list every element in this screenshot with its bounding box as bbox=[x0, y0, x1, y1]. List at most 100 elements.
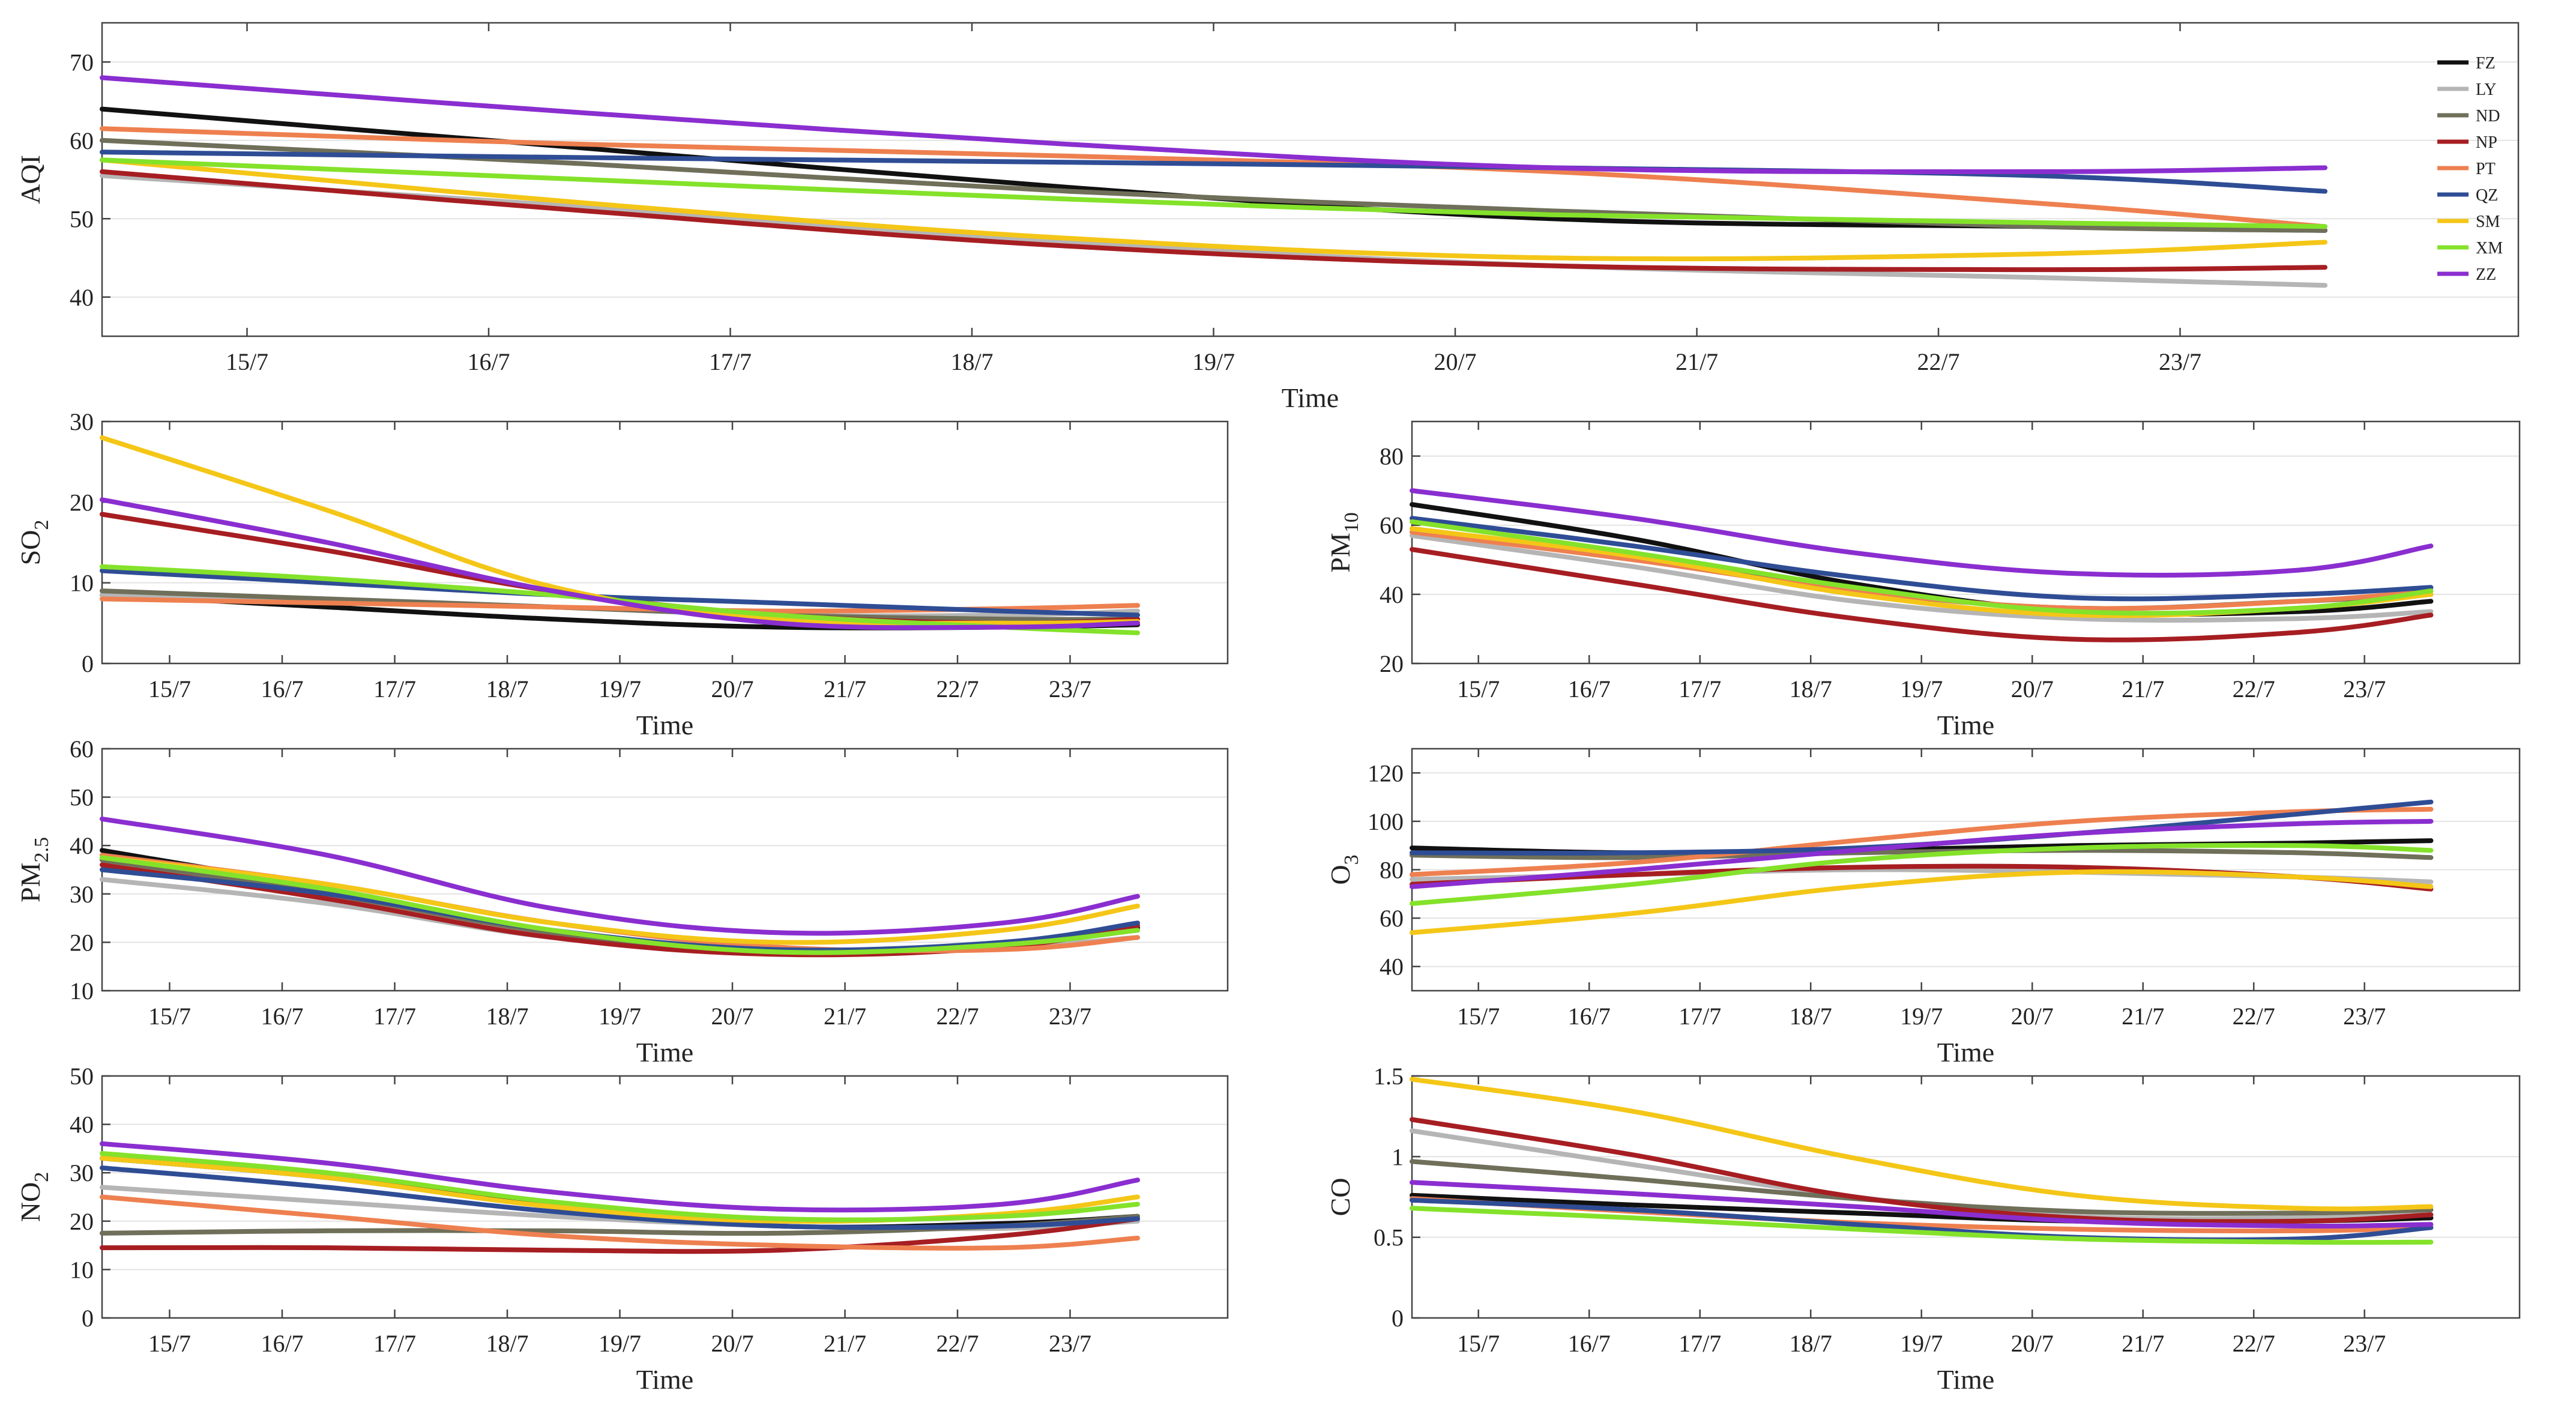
so2-xtick-label: 18/7 bbox=[486, 675, 528, 702]
pm10-xtick-label: 20/7 bbox=[2011, 675, 2054, 702]
o3-ytick-label: 40 bbox=[1380, 953, 1404, 980]
co-xtick-label: 22/7 bbox=[2233, 1330, 2275, 1357]
no2-xtick-label: 18/7 bbox=[486, 1330, 528, 1357]
pm10-ylabel: PM10 bbox=[1325, 512, 1363, 572]
o3-xtick-label: 20/7 bbox=[2011, 1003, 2054, 1030]
no2-xtick-label: 23/7 bbox=[1049, 1330, 1091, 1357]
no2-xtick-label: 15/7 bbox=[148, 1330, 191, 1357]
no2-ytick-label: 0 bbox=[82, 1305, 94, 1332]
pm25-axes-frame bbox=[101, 748, 1229, 992]
aqi-panel: 40 50 60 70 15/7 16/7 17/7 18/7 19/7 20/7 21/7 22/7… bbox=[15, 22, 2520, 413]
aqi-ytick-label: 40 bbox=[70, 284, 94, 311]
aqi-ytick-label: 60 bbox=[70, 127, 94, 154]
co-panel: 0 0.5 1 1.5 15/7 16/7 17/7 18/7 19/7 20/7 21/7 22/7… bbox=[1325, 1063, 2521, 1395]
aqi-ylabel: AQI bbox=[15, 155, 46, 204]
no2-xtick-label: 17/7 bbox=[373, 1330, 416, 1357]
aqi-xlabel: Time bbox=[1282, 382, 1339, 413]
no2-series-zz bbox=[100, 1141, 1140, 1213]
legend-label-xm: XM bbox=[2476, 239, 2503, 258]
aqi-ylabel-main: AQI bbox=[15, 155, 46, 204]
pm10-series-zz bbox=[1410, 488, 2434, 578]
o3-ytick-label: 80 bbox=[1380, 857, 1404, 884]
aqi-series-pt bbox=[100, 126, 2327, 229]
pm10-ytick-label: 80 bbox=[1380, 443, 1404, 470]
o3-ylabel: O3 bbox=[1325, 854, 1363, 884]
co-xtick-label: 23/7 bbox=[2343, 1330, 2386, 1357]
no2-ylabel-main: NO bbox=[15, 1182, 46, 1222]
no2-ytick-label: 50 bbox=[70, 1063, 94, 1090]
co-ytick-label: 0.5 bbox=[1374, 1224, 1404, 1251]
pm10-ytick-label: 60 bbox=[1380, 512, 1404, 539]
so2-ytick-label: 0 bbox=[82, 650, 94, 677]
pm10-ytick-label: 40 bbox=[1380, 581, 1404, 608]
o3-panel: 40 60 80 100 120 15/7 16/7 17/7 18/7 19/7 20/7 21/7… bbox=[1325, 748, 2521, 1068]
pm10-series-np bbox=[1410, 547, 2434, 642]
aqi-xtick-label: 19/7 bbox=[1192, 348, 1235, 375]
so2-series-qz bbox=[100, 568, 1140, 618]
no2-ylabel: NO2 bbox=[15, 1172, 53, 1222]
aqi-ytick-label: 70 bbox=[70, 49, 94, 76]
pm25-xtick-label: 17/7 bbox=[373, 1003, 416, 1030]
pm25-ytick-label: 30 bbox=[70, 881, 94, 908]
aqi-series-sm bbox=[100, 157, 2327, 262]
no2-ytick-label: 30 bbox=[70, 1159, 94, 1186]
pm10-xtick-label: 22/7 bbox=[2233, 675, 2275, 702]
aqi-series-qz bbox=[100, 150, 2327, 194]
o3-series-nd bbox=[1410, 848, 2434, 860]
pm10-xtick-label: 15/7 bbox=[1457, 675, 1500, 702]
aqi-series-xm bbox=[100, 157, 2327, 229]
no2-ytick-label: 40 bbox=[70, 1111, 94, 1138]
pm25-series-zz bbox=[100, 816, 1140, 936]
so2-ytick-label: 30 bbox=[70, 408, 94, 435]
so2-series-zz bbox=[100, 497, 1140, 630]
pm25-ylabel-sub: 2.5 bbox=[31, 837, 53, 863]
pm25-xtick-label: 18/7 bbox=[486, 1003, 528, 1030]
pm10-xtick-label: 16/7 bbox=[1568, 675, 1611, 702]
pm10-ylabel-sub: 10 bbox=[1341, 512, 1363, 533]
pm10-series-xm bbox=[1410, 519, 2434, 616]
pm10-xtick-label: 18/7 bbox=[1790, 675, 1832, 702]
co-xtick-label: 19/7 bbox=[1900, 1330, 1943, 1357]
pm25-ylabel-main: PM bbox=[15, 863, 46, 902]
o3-ylabel-sub: 3 bbox=[1341, 854, 1363, 865]
no2-xlabel: Time bbox=[636, 1364, 693, 1395]
pm25-xlabel: Time bbox=[636, 1037, 693, 1068]
pm10-series-ly bbox=[1410, 533, 2434, 623]
so2-ylabel-main: SO bbox=[15, 530, 46, 566]
no2-series-qz bbox=[100, 1165, 1140, 1230]
co-series-sm bbox=[1410, 1077, 2434, 1212]
legend-label-qz: QZ bbox=[2476, 186, 2498, 205]
pm25-xtick-label: 23/7 bbox=[1049, 1003, 1091, 1030]
co-xtick-label: 21/7 bbox=[2122, 1330, 2164, 1357]
pm25-xtick-label: 22/7 bbox=[936, 1003, 979, 1030]
co-series-xm bbox=[1410, 1206, 2434, 1245]
o3-xtick-label: 22/7 bbox=[2233, 1003, 2275, 1030]
legend-label-ly: LY bbox=[2476, 80, 2497, 99]
pm10-series-qz bbox=[1410, 516, 2434, 602]
co-ytick-label: 1.5 bbox=[1374, 1063, 1404, 1090]
o3-xtick-label: 16/7 bbox=[1568, 1003, 1611, 1030]
aqi-xtick-label: 20/7 bbox=[1434, 348, 1476, 375]
so2-axes-frame bbox=[101, 420, 1229, 665]
so2-xtick-label: 17/7 bbox=[373, 675, 416, 702]
aqi-series-ly bbox=[100, 173, 2327, 288]
no2-series-np bbox=[100, 1216, 1140, 1254]
pm25-ytick-label: 60 bbox=[70, 736, 94, 763]
so2-xtick-label: 20/7 bbox=[711, 675, 753, 702]
co-ytick-label: 1 bbox=[1392, 1143, 1404, 1170]
pm25-xtick-label: 21/7 bbox=[824, 1003, 866, 1030]
no2-xtick-label: 19/7 bbox=[599, 1330, 641, 1357]
no2-panel: 0 10 20 30 40 50 15/7 16/7 17/7 18/7 19/7 20/7 21/7 2… bbox=[15, 1063, 1229, 1395]
co-ylabel-main: CO bbox=[1325, 1178, 1356, 1216]
o3-ytick-label: 100 bbox=[1368, 808, 1404, 835]
legend-label-np: NP bbox=[2476, 133, 2497, 152]
aqi-xtick-label: 15/7 bbox=[226, 348, 268, 375]
so2-xtick-label: 15/7 bbox=[148, 675, 191, 702]
pm25-xtick-label: 16/7 bbox=[261, 1003, 303, 1030]
aqi-xtick-label: 16/7 bbox=[467, 348, 510, 375]
pm25-ytick-label: 10 bbox=[70, 977, 94, 1005]
so2-xtick-label: 22/7 bbox=[936, 675, 979, 702]
so2-xtick-label: 16/7 bbox=[261, 675, 303, 702]
o3-xtick-label: 23/7 bbox=[2343, 1003, 2386, 1030]
